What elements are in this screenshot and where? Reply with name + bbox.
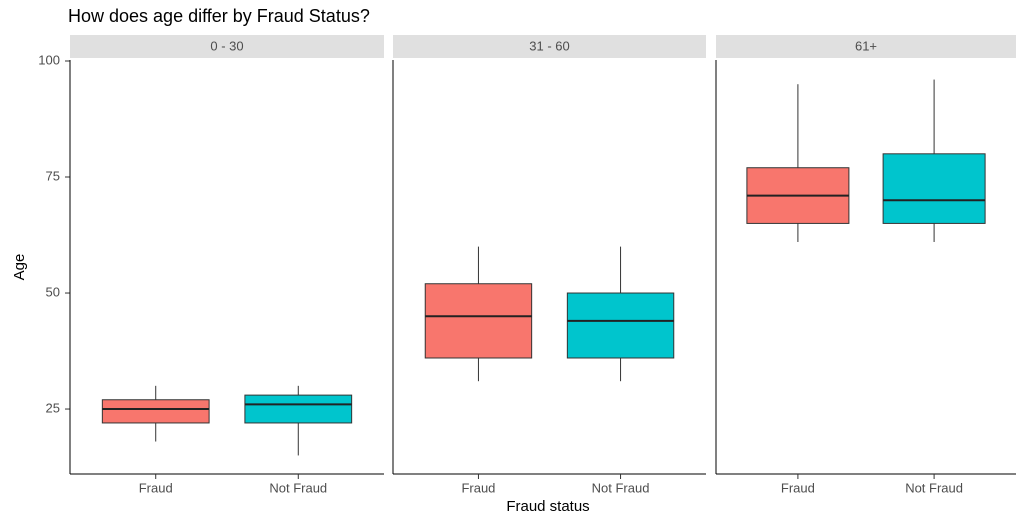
- y-tick-label: 100: [38, 52, 60, 67]
- x-tick-label: Fraud: [461, 480, 495, 495]
- x-tick-label: Not Fraud: [905, 480, 963, 495]
- facet-title: 31 - 60: [529, 38, 569, 53]
- box: [882, 153, 986, 224]
- chart-title: How does age differ by Fraud Status?: [68, 6, 370, 26]
- strip: [70, 35, 384, 58]
- x-tick-label: Not Fraud: [592, 480, 650, 495]
- y-tick-label: 25: [46, 400, 60, 415]
- y-axis-title: Age: [11, 254, 28, 281]
- box: [424, 283, 533, 359]
- facet-title: 0 - 30: [210, 38, 243, 53]
- strip: [393, 35, 706, 58]
- y-tick-label: 75: [46, 168, 60, 183]
- box: [244, 394, 353, 424]
- strip: [716, 35, 1016, 58]
- x-tick-label: Fraud: [781, 480, 815, 495]
- x-tick-label: Not Fraud: [269, 480, 327, 495]
- box: [101, 399, 210, 424]
- box: [566, 292, 675, 359]
- facet-title: 61+: [855, 38, 877, 53]
- x-axis-title: Fraud status: [506, 498, 589, 515]
- y-tick-label: 50: [46, 284, 60, 299]
- x-tick-label: Fraud: [139, 480, 173, 495]
